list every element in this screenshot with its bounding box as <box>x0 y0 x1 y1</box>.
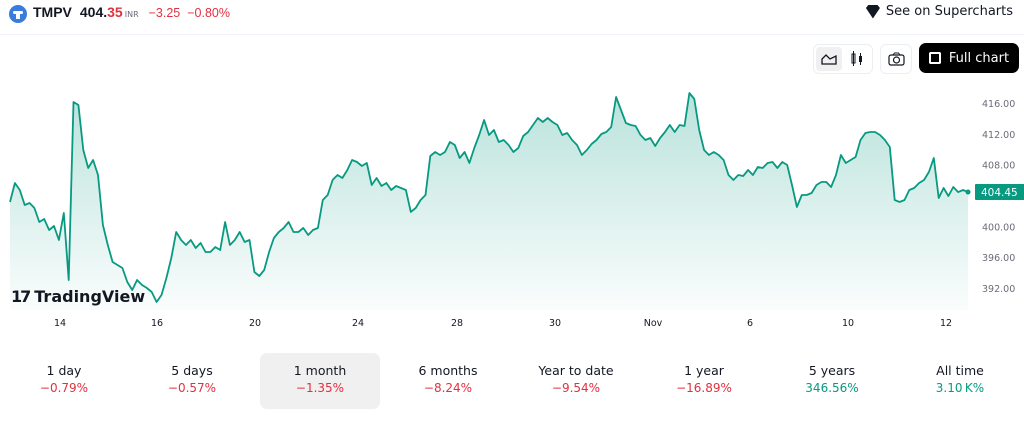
x-tick-label: 14 <box>54 318 66 329</box>
fullscreen-icon <box>928 52 941 64</box>
x-tick-label: 30 <box>549 318 561 329</box>
period-selector: 1 day −0.79% 5 days −0.57% 1 month −1.35% 6 mo… <box>0 353 1024 409</box>
y-tick-label: 408.00 <box>982 161 1015 172</box>
area-chart-button[interactable] <box>816 47 842 71</box>
x-tick-label: Nov <box>644 318 663 329</box>
x-tick-label: 6 <box>747 318 753 329</box>
y-tick-label: 412.00 <box>982 130 1015 141</box>
period-5-days[interactable]: 5 days −0.57% <box>132 353 252 409</box>
period-1-year[interactable]: 1 year −16.89% <box>644 353 764 409</box>
symbol-header: TMPV 404.35 INR −3.25 −0.80% See on Supe… <box>0 0 1024 35</box>
snapshot-button[interactable] <box>880 44 912 74</box>
camera-icon <box>887 52 905 66</box>
x-tick-label: 20 <box>249 318 261 329</box>
period-6-months[interactable]: 6 months −8.24% <box>388 353 508 409</box>
y-tick-label: 396.00 <box>982 253 1015 264</box>
price-line <box>9 92 969 303</box>
period-1-day[interactable]: 1 day −0.79% <box>4 353 124 409</box>
candlestick-icon <box>851 51 862 66</box>
watermark-text: TradingView <box>34 287 146 306</box>
price-chart[interactable]: 416.00 412.00 408.00 400.00 396.00 392.00 14 1… <box>0 80 1024 336</box>
period-label: Year to date <box>538 363 614 378</box>
full-chart-button[interactable]: Full chart <box>919 43 1019 73</box>
period-label: 5 days <box>171 363 213 378</box>
full-chart-label: Full chart <box>948 50 1010 66</box>
period-all-time[interactable]: All time 3.10 K% <box>900 353 1020 409</box>
period-change: −8.24% <box>423 381 473 395</box>
period-label: 5 years <box>808 363 856 378</box>
last-price-tag-label: 404.45 <box>981 187 1018 199</box>
period-change: 346.56% <box>805 381 859 395</box>
price-change: −3.25 −0.80% <box>148 6 230 20</box>
period-label: 6 months <box>418 363 478 378</box>
currency: INR <box>124 10 139 19</box>
tradingview-logo-icon: 17 <box>11 287 31 306</box>
see-on-supercharts-link[interactable]: See on Supercharts <box>865 4 1013 19</box>
company-logo-icon <box>9 5 27 23</box>
period-change: −9.54% <box>551 381 601 395</box>
x-tick-label: 10 <box>842 318 854 329</box>
y-tick-label: 416.00 <box>982 99 1015 110</box>
y-tick-label: 392.00 <box>982 284 1015 295</box>
period-5-years[interactable]: 5 years 346.56% <box>772 353 892 409</box>
period-year-to-date[interactable]: Year to date −9.54% <box>516 353 636 409</box>
period-label: 1 month <box>293 363 347 378</box>
y-tick-label: 400.00 <box>982 222 1015 233</box>
supercharts-icon <box>865 4 880 19</box>
symbol-row: TMPV 404.35 INR −3.25 −0.80% <box>9 4 230 24</box>
last-price-tag <box>975 184 1024 201</box>
period-change: −0.79% <box>39 381 89 395</box>
symbol-ticker[interactable]: TMPV <box>33 4 72 20</box>
period-change: −1.35% <box>295 381 345 395</box>
period-label: All time <box>936 363 984 378</box>
period-label: 1 day <box>46 363 82 378</box>
x-tick-label: 24 <box>352 318 364 329</box>
candles-chart-button[interactable] <box>844 47 870 71</box>
last-price-dot <box>965 189 971 195</box>
period-change: −0.57% <box>167 381 217 395</box>
period-label: 1 year <box>684 363 724 378</box>
period-1-month[interactable]: 1 month −1.35% <box>260 353 380 409</box>
tradingview-watermark: 17 TradingView <box>11 287 145 306</box>
last-price: 404.35 <box>79 4 123 20</box>
x-tick-label: 12 <box>940 318 952 329</box>
area-fill <box>10 93 968 310</box>
area-chart-icon <box>821 54 837 65</box>
period-change: 3.10 K% <box>935 381 985 395</box>
x-tick-label: 28 <box>451 318 463 329</box>
x-tick-label: 16 <box>151 318 163 329</box>
period-change: −16.89% <box>676 381 732 395</box>
chart-style-group <box>813 44 873 74</box>
supercharts-label: See on Supercharts <box>885 4 1013 19</box>
